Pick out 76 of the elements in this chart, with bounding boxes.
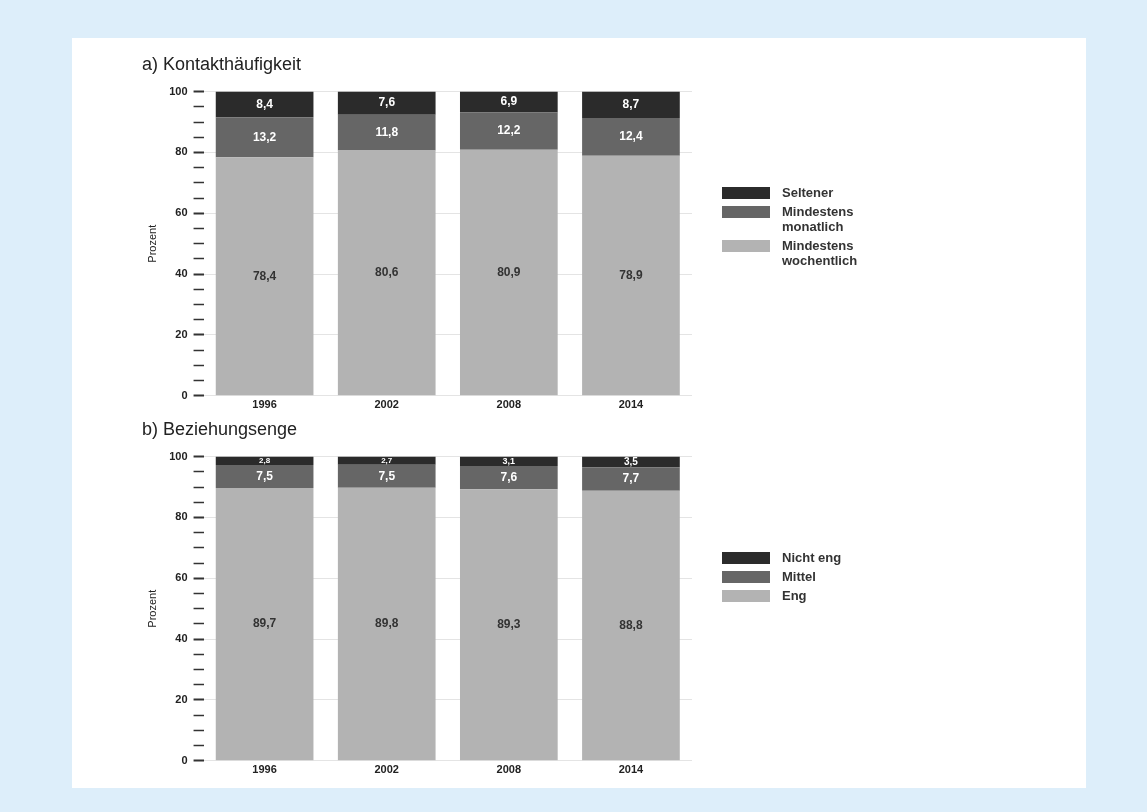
y-tick-label: 0	[181, 753, 188, 766]
legend-label: Seltener	[782, 185, 835, 200]
legend-label: Eng	[782, 588, 808, 603]
bar	[582, 155, 680, 396]
data-label: 7,5	[256, 468, 274, 483]
data-label: 13,2	[252, 129, 277, 144]
bar	[459, 489, 558, 761]
data-label: 89,7	[252, 616, 277, 631]
bar	[459, 456, 558, 467]
x-tick-label: 2014	[618, 398, 645, 411]
x-tick-label: 2008	[496, 763, 522, 776]
data-label: 80,6	[375, 265, 399, 280]
data-label: 8,4	[256, 96, 274, 111]
x-tick-label: 2002	[374, 398, 399, 411]
x-tick-label: 2002	[374, 763, 399, 776]
data-label: 6,9	[500, 94, 518, 109]
legend-label: Mittel	[782, 569, 817, 584]
y-tick-label: 60	[175, 206, 188, 219]
bar	[337, 464, 436, 488]
y-tick-label: 20	[175, 327, 188, 340]
bar	[215, 91, 314, 118]
data-label: 12,2	[497, 123, 521, 138]
data-label: 2,7	[381, 455, 393, 465]
data-label: 7,7	[622, 471, 640, 486]
data-label: 80,9	[497, 264, 521, 279]
y-axis-title: Prozent	[145, 589, 158, 628]
y-tick-label: 40	[175, 267, 188, 280]
data-label: 78,9	[619, 267, 643, 282]
data-label: 88,8	[619, 617, 643, 632]
bar	[337, 114, 436, 151]
bar	[337, 91, 436, 115]
x-tick-label: 2014	[618, 763, 645, 776]
bar	[459, 149, 558, 396]
bar	[459, 91, 558, 113]
x-tick-label: 2008	[496, 398, 522, 411]
data-label: 7,6	[500, 469, 518, 484]
y-tick-label: 80	[175, 145, 188, 158]
data-label: 7,6	[378, 95, 396, 110]
bar	[337, 456, 436, 465]
chart-title: a) Kontakthäufigkeit	[142, 53, 302, 74]
legend-label: Nicht eng	[782, 550, 843, 565]
chart-title: b) Beziehungsenge	[142, 418, 298, 439]
y-tick-label: 40	[175, 632, 188, 645]
y-axis-title: Prozent	[145, 224, 158, 263]
data-label: 8,7	[622, 97, 640, 112]
data-label: 12,4	[619, 129, 643, 144]
bar	[337, 150, 436, 396]
data-label: 11,8	[375, 124, 399, 139]
legend-label: Mindestens wochentlich	[782, 238, 859, 268]
bar	[215, 487, 314, 761]
bar	[582, 490, 680, 761]
bar	[215, 465, 314, 488]
y-tick-label: 20	[175, 692, 188, 705]
data-label: 3,1	[502, 455, 516, 466]
bar	[459, 112, 558, 150]
y-tick-label: 80	[175, 510, 188, 523]
y-tick-label: 100	[169, 449, 188, 462]
bar	[582, 118, 680, 156]
data-label: 7,5	[378, 468, 396, 483]
data-label: 2,8	[259, 456, 271, 466]
data-label: 78,4	[252, 268, 277, 283]
bar	[582, 467, 680, 491]
x-tick-label: 1996	[252, 398, 277, 411]
bar	[215, 157, 314, 396]
data-label: 3,5	[623, 455, 639, 467]
data-label: 89,8	[375, 616, 399, 631]
bar	[459, 466, 558, 490]
data-label: 89,3	[497, 617, 521, 632]
bar	[582, 91, 680, 119]
x-tick-label: 1996	[252, 763, 277, 776]
y-tick-label: 60	[175, 571, 188, 584]
legend-label: Mindestens monatlich	[782, 204, 855, 234]
bar	[215, 117, 314, 158]
y-tick-label: 100	[169, 84, 188, 97]
y-tick-label: 0	[181, 388, 188, 401]
bar	[337, 487, 436, 761]
